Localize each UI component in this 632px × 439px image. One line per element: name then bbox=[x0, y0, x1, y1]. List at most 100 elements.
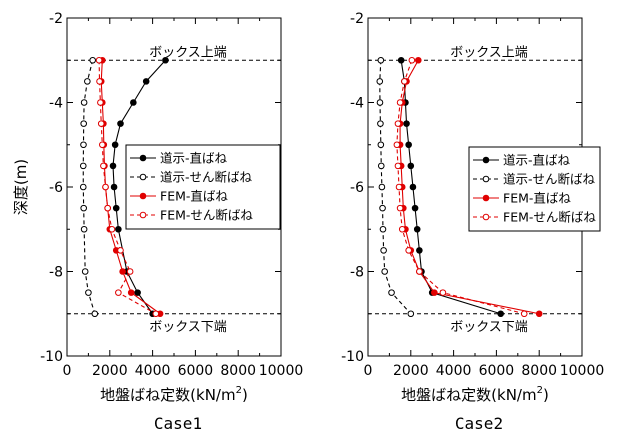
data-point bbox=[108, 225, 116, 233]
y-tick-label: -6 bbox=[350, 180, 364, 196]
legend-label: FEM-せん断ばね bbox=[503, 210, 596, 225]
data-point bbox=[381, 268, 388, 275]
legend-label: 道示-せん断ばね bbox=[503, 172, 596, 187]
data-point bbox=[79, 183, 87, 191]
data-point bbox=[411, 204, 419, 212]
data-point bbox=[104, 204, 111, 212]
legend-label: 道示-せん断ばね bbox=[160, 170, 253, 185]
data-point bbox=[91, 310, 99, 318]
data-point bbox=[376, 99, 384, 106]
y-tick-label: -10 bbox=[40, 349, 63, 365]
data-point bbox=[112, 204, 120, 212]
data-point bbox=[162, 56, 169, 64]
data-point bbox=[127, 289, 135, 296]
data-point bbox=[100, 162, 107, 170]
data-point bbox=[80, 141, 87, 149]
data-point bbox=[99, 141, 106, 149]
box-top-label: ボックス上端 bbox=[149, 45, 227, 60]
x-axis-label-sup: 2 bbox=[537, 385, 543, 396]
x-tick-label: 4000 bbox=[135, 363, 171, 379]
box-top-label: ボックス上端 bbox=[450, 45, 528, 60]
legend-label: 道示-直ばね bbox=[160, 151, 228, 166]
box-bottom-label: ボックス下端 bbox=[149, 320, 227, 335]
y-tick-label: -10 bbox=[341, 349, 364, 365]
legend-marker bbox=[482, 156, 490, 164]
data-point bbox=[407, 162, 415, 170]
data-point bbox=[409, 183, 417, 191]
x-tick-label: 6000 bbox=[479, 363, 515, 379]
data-point bbox=[152, 310, 160, 318]
data-point bbox=[97, 120, 105, 127]
data-point bbox=[134, 289, 141, 296]
data-point bbox=[95, 56, 103, 64]
x-tick-label: 2000 bbox=[92, 363, 128, 379]
data-point bbox=[398, 225, 406, 233]
data-point bbox=[395, 183, 403, 191]
legend-marker bbox=[139, 173, 147, 181]
data-point bbox=[394, 162, 402, 170]
legend-marker bbox=[139, 154, 147, 162]
data-point bbox=[377, 120, 384, 127]
data-point bbox=[403, 120, 410, 127]
data-point bbox=[377, 56, 385, 64]
legend-marker bbox=[139, 192, 147, 200]
x-tick-label: 8000 bbox=[521, 363, 557, 379]
data-point bbox=[115, 289, 122, 296]
data-point bbox=[379, 204, 386, 212]
data-point bbox=[119, 268, 126, 275]
data-point bbox=[110, 183, 118, 191]
data-point bbox=[405, 247, 412, 254]
x-tick-label: 4000 bbox=[436, 363, 472, 379]
y-tick-label: -2 bbox=[49, 11, 63, 27]
data-point bbox=[413, 225, 421, 233]
x-tick-label: 0 bbox=[364, 363, 373, 379]
data-point bbox=[535, 310, 543, 318]
chart-caption: Case1 bbox=[154, 414, 202, 433]
data-point bbox=[394, 120, 402, 127]
data-point bbox=[405, 141, 412, 149]
data-point bbox=[377, 162, 385, 170]
data-point bbox=[376, 78, 384, 85]
data-point bbox=[80, 204, 87, 212]
y-axis-label: 深度(m) bbox=[12, 159, 30, 215]
data-point bbox=[378, 183, 386, 191]
legend-marker bbox=[482, 175, 490, 183]
data-point bbox=[142, 78, 150, 85]
data-point bbox=[109, 162, 117, 170]
data-point bbox=[84, 78, 91, 85]
legend-marker bbox=[139, 211, 147, 219]
chart-1: 0 2000 4000 6000 8000 10000 -2 -4 -6 -8 -10 ボックス上端ボ… bbox=[12, 11, 303, 433]
x-axis-label: 地盤ばね定数(kN/m2) bbox=[401, 385, 549, 404]
legend-marker bbox=[482, 194, 490, 202]
data-point bbox=[401, 78, 408, 85]
data-point bbox=[79, 162, 87, 170]
data-point bbox=[85, 289, 92, 296]
x-tick-label: 10000 bbox=[259, 363, 304, 379]
legend-label: 道示-直ばね bbox=[503, 153, 571, 168]
data-point bbox=[414, 56, 422, 64]
x-axis-label-sup: 2 bbox=[236, 385, 242, 396]
x-axis-label-main: 地盤ばね定数(kN/m bbox=[100, 386, 235, 404]
chart-caption: Case2 bbox=[455, 414, 503, 433]
x-axis-label-main: 地盤ばね定数(kN/m bbox=[401, 386, 536, 404]
data-point bbox=[397, 56, 405, 64]
y-tick-label: -4 bbox=[49, 96, 63, 112]
data-point bbox=[377, 141, 385, 149]
legend-marker bbox=[482, 213, 490, 221]
data-point bbox=[96, 78, 103, 85]
data-point bbox=[115, 225, 122, 233]
data-point bbox=[393, 141, 401, 149]
data-point bbox=[81, 268, 89, 275]
y-tick-label: -4 bbox=[350, 96, 364, 112]
legend-label: FEM-直ばね bbox=[503, 191, 571, 206]
legend-label: FEM-直ばね bbox=[160, 189, 228, 204]
data-point bbox=[416, 268, 423, 275]
data-point bbox=[497, 310, 504, 318]
data-point bbox=[111, 141, 119, 149]
data-point bbox=[117, 120, 124, 127]
data-point bbox=[130, 99, 137, 106]
chart-2: 0 2000 4000 6000 8000 10000 -2 -4 -6 -8 -10 ボックス上端ボ… bbox=[341, 11, 604, 433]
box-bottom-label: ボックス下端 bbox=[450, 320, 528, 335]
data-point bbox=[89, 56, 96, 64]
